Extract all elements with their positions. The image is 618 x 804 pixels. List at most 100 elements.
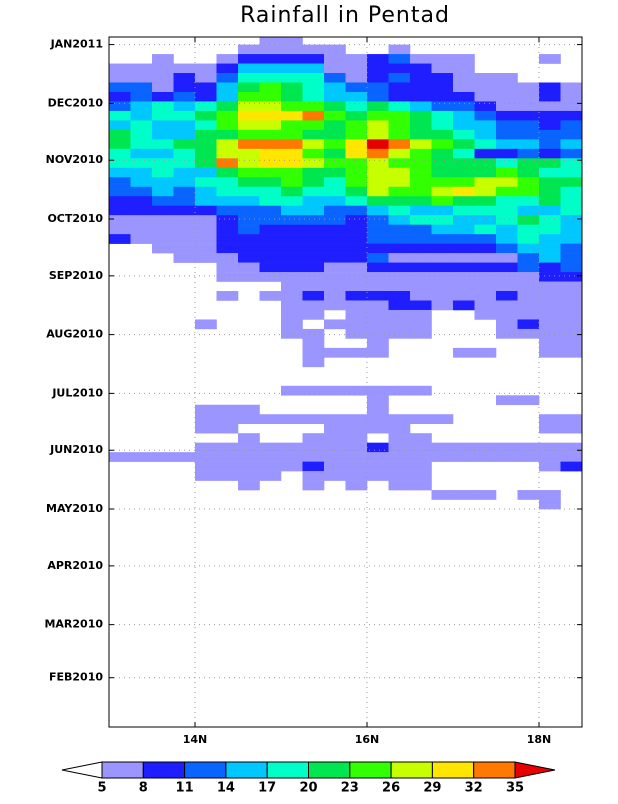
heatmap-cell xyxy=(302,309,325,320)
heatmap-cell xyxy=(560,281,582,292)
heatmap-cell xyxy=(517,205,540,216)
heatmap-cell xyxy=(474,167,497,178)
heatmap-cell xyxy=(410,414,432,425)
heatmap-cell xyxy=(539,423,561,434)
heatmap-cell xyxy=(560,215,582,225)
heatmap-cell xyxy=(302,262,325,273)
heatmap-cell xyxy=(302,385,325,396)
heatmap-cell xyxy=(109,234,131,244)
heatmap-cell xyxy=(130,158,153,169)
heatmap-cell xyxy=(302,82,325,93)
heatmap-cell xyxy=(238,452,260,462)
heatmap-cell xyxy=(474,300,497,311)
heatmap-cell xyxy=(539,139,561,150)
colorbar-over xyxy=(514,761,556,779)
heatmap-cell xyxy=(367,224,389,235)
heatmap-cell xyxy=(281,224,303,235)
heatmap-cell xyxy=(539,54,561,64)
heatmap-cell xyxy=(259,253,282,263)
heatmap-cell xyxy=(130,452,153,462)
heatmap-cell xyxy=(259,120,282,131)
heatmap-cell xyxy=(453,291,475,301)
heatmap-cell xyxy=(517,167,540,178)
heatmap-cell xyxy=(173,234,196,244)
heatmap-cell xyxy=(453,452,475,462)
heatmap-cell xyxy=(324,215,346,225)
heatmap-cell xyxy=(216,423,239,434)
heatmap-cell xyxy=(388,101,411,112)
heatmap-cell xyxy=(130,148,153,159)
heatmap-cell xyxy=(388,442,411,453)
heatmap-cell xyxy=(496,452,518,462)
heatmap-cell xyxy=(152,215,174,225)
heatmap-cell xyxy=(539,347,561,358)
heatmap-cell xyxy=(388,44,411,55)
heatmap-cell xyxy=(195,110,217,121)
heatmap-cell xyxy=(431,101,454,112)
heatmap-cells xyxy=(109,37,582,510)
heatmap-cell xyxy=(216,234,239,244)
heatmap-cell xyxy=(130,196,153,207)
heatmap-cell xyxy=(345,385,368,396)
heatmap-cell xyxy=(367,82,389,93)
heatmap-cell xyxy=(302,461,325,472)
heatmap-cell xyxy=(324,129,346,140)
heatmap-cell xyxy=(216,461,239,472)
heatmap-cell xyxy=(367,148,389,159)
heatmap-cell xyxy=(539,205,561,216)
heatmap-cell xyxy=(324,243,346,254)
heatmap-cell xyxy=(302,433,325,443)
heatmap-cell xyxy=(195,224,217,235)
heatmap-cell xyxy=(281,452,303,462)
y-tick-label: JUL2010 xyxy=(51,386,103,399)
heatmap-cell xyxy=(324,414,346,425)
heatmap-cell xyxy=(195,205,217,216)
heatmap-cell xyxy=(496,442,518,453)
heatmap-cell xyxy=(345,262,368,273)
heatmap-cell xyxy=(539,91,561,102)
heatmap-cell xyxy=(109,167,131,178)
heatmap-cell xyxy=(302,272,325,282)
colorbar-box xyxy=(349,761,392,779)
heatmap-cell xyxy=(517,281,540,292)
heatmap-cell xyxy=(496,129,518,140)
heatmap-cell xyxy=(388,139,411,150)
heatmap-cell xyxy=(560,442,582,453)
heatmap-cell xyxy=(281,319,303,330)
heatmap-cell xyxy=(238,262,260,273)
heatmap-cell xyxy=(345,186,368,197)
heatmap-cell xyxy=(324,205,346,216)
heatmap-cell xyxy=(345,281,368,292)
heatmap-cell xyxy=(388,253,411,263)
heatmap-cell xyxy=(431,73,454,83)
heatmap-cell xyxy=(302,158,325,169)
heatmap-cell xyxy=(173,82,196,93)
heatmap-cell xyxy=(216,452,239,462)
heatmap-cell xyxy=(388,224,411,235)
heatmap-cell xyxy=(345,433,368,443)
heatmap-cell xyxy=(388,110,411,121)
heatmap-cell xyxy=(195,158,217,169)
heatmap-cell xyxy=(453,129,475,140)
heatmap-cell xyxy=(259,215,282,225)
heatmap-cell xyxy=(410,243,432,254)
heatmap-cell xyxy=(345,101,368,112)
heatmap-cell xyxy=(560,186,582,197)
heatmap-cell xyxy=(302,291,325,301)
heatmap-cell xyxy=(496,91,518,102)
heatmap-cell xyxy=(173,205,196,216)
heatmap-cell xyxy=(431,243,454,254)
heatmap-cell xyxy=(539,215,561,225)
heatmap-cell xyxy=(539,110,561,121)
heatmap-cell xyxy=(216,158,239,169)
heatmap-cell xyxy=(410,291,432,301)
heatmap-cell xyxy=(431,177,454,188)
heatmap-cell xyxy=(259,196,282,207)
heatmap-cell xyxy=(517,234,540,244)
heatmap-cell xyxy=(324,167,346,178)
heatmap-cell xyxy=(431,158,454,169)
y-tick-label: AUG2010 xyxy=(46,328,103,341)
heatmap-cell xyxy=(539,253,561,263)
heatmap-cell xyxy=(410,186,432,197)
heatmap-cell xyxy=(539,234,561,244)
